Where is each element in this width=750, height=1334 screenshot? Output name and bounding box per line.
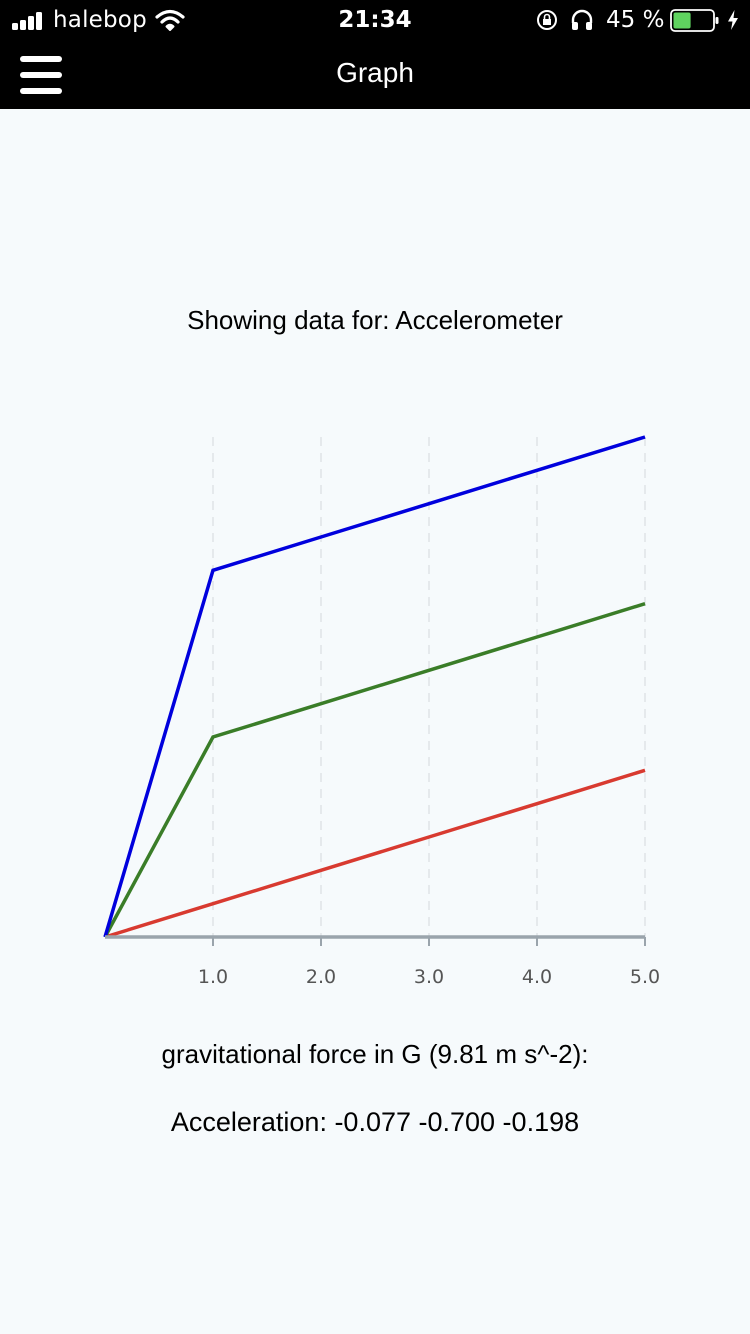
series-line-1 (103, 602, 646, 938)
x-tick-label: 4.0 (522, 966, 552, 988)
page-title: Graph (336, 57, 414, 88)
clock: 21:34 (338, 7, 412, 33)
battery-icon (670, 9, 719, 32)
x-tick-label: 3.0 (414, 966, 444, 988)
series-line-0 (103, 435, 646, 938)
signal-icon (12, 12, 50, 30)
x-tick-label: 5.0 (630, 966, 660, 988)
sensor-title: Showing data for: Accelerometer (187, 305, 563, 335)
headphones-icon (571, 9, 593, 30)
carrier-name: halebop (53, 7, 147, 33)
battery-percent: 45 % (606, 7, 665, 33)
series-line-2 (104, 768, 646, 939)
nav-bar: Graph (0, 40, 750, 109)
wifi-icon (155, 9, 185, 31)
x-tick-label: 2.0 (306, 966, 336, 988)
accelerometer-chart: 1.0 2.0 3.0 4.0 5.0 (103, 435, 660, 988)
acceleration-reading: Acceleration: -0.077 -0.700 -0.198 (170, 1107, 580, 1137)
orientation-lock-icon (537, 10, 557, 30)
hamburger-menu-icon[interactable] (20, 56, 62, 94)
charging-icon (728, 10, 738, 30)
x-tick-label: 1.0 (198, 966, 228, 988)
status-bar: halebop 21:34 45 % (0, 0, 750, 40)
unit-label: gravitational force in G (9.81 m s^-2): (161, 1039, 589, 1069)
